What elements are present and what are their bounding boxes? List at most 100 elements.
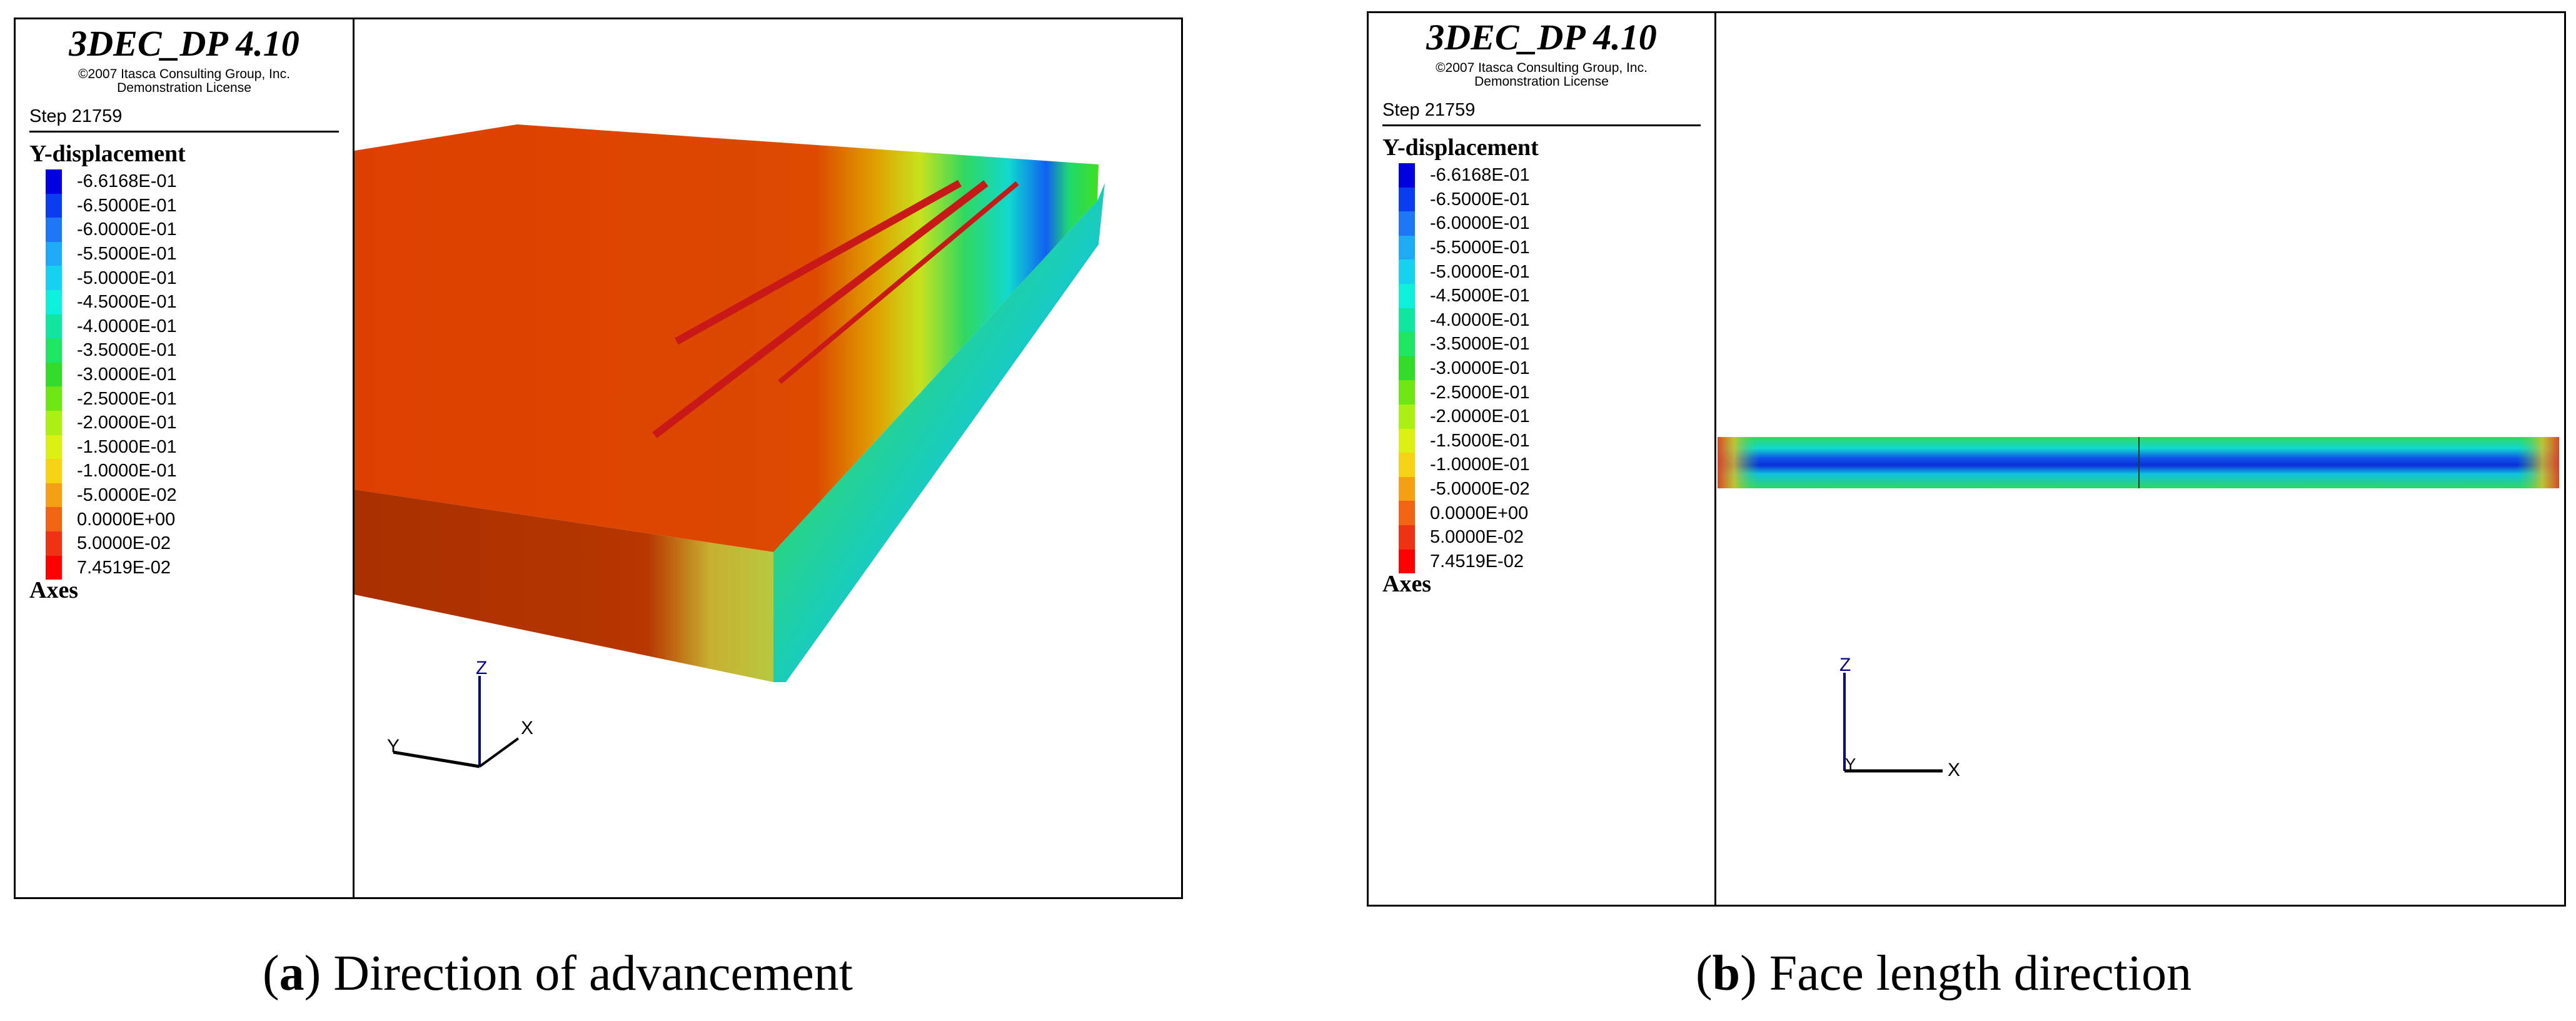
scale-row: -6.0000E-01	[1399, 211, 1530, 236]
scale-swatch	[46, 218, 62, 242]
caption-b: (b) Face length direction	[1696, 944, 2191, 1003]
scale-swatch	[1399, 501, 1415, 525]
scale-row: -2.0000E-01	[1399, 404, 1530, 429]
scale-swatch	[46, 362, 62, 387]
scale-row: -6.5000E-01	[1399, 187, 1530, 212]
scale-label: -4.5000E-01	[77, 292, 177, 313]
scale-row: -5.5000E-01	[46, 241, 177, 266]
color-scale: -6.6168E-01 -6.5000E-01 -6.0000E-01 -5.5000…	[1399, 163, 1530, 574]
scale-row: 0.0000E+00	[1399, 501, 1530, 525]
scale-label: -4.0000E-01	[77, 316, 177, 336]
variable-title: Y-displacement	[1382, 134, 1539, 161]
scale-label: -5.0000E-02	[1430, 479, 1530, 500]
license-text: Demonstration License	[1474, 74, 1609, 89]
scale-label: -6.6168E-01	[1430, 165, 1530, 186]
scale-label: -4.5000E-01	[1430, 286, 1530, 306]
caption-text: ) Direction of advancement	[304, 946, 853, 1001]
scale-label: 5.0000E-02	[77, 533, 171, 554]
scale-label: -6.5000E-01	[77, 195, 177, 216]
y-axis-label: Y	[1845, 755, 1856, 773]
scale-label: -1.0000E-01	[77, 461, 177, 481]
scale-label: -5.5000E-01	[1430, 238, 1530, 258]
scale-row: 7.4519E-02	[46, 555, 177, 580]
scale-row: -1.5000E-01	[46, 435, 177, 460]
seam-line	[778, 181, 1019, 385]
legend-panel: 3DEC_DP 4.10 ©2007 Itasca Consulting Gro…	[16, 19, 355, 897]
app-title: 3DEC_DP 4.10	[1426, 17, 1657, 58]
scale-row: -1.0000E-01	[1399, 453, 1530, 477]
scale-swatch	[1399, 211, 1415, 236]
scale-label: 7.4519E-02	[77, 557, 171, 578]
axes-title: Axes	[1382, 571, 1432, 597]
scale-row: -2.5000E-01	[46, 386, 177, 411]
scale-label: -5.0000E-01	[77, 268, 177, 288]
scale-swatch	[1399, 163, 1415, 188]
slab-front-face	[355, 490, 773, 682]
divider	[29, 131, 339, 133]
scale-swatch	[46, 410, 62, 435]
scale-row: -2.5000E-01	[1399, 380, 1530, 405]
scale-swatch	[1399, 549, 1415, 574]
scale-row: -3.0000E-01	[46, 362, 177, 387]
scale-swatch	[46, 193, 62, 218]
scale-swatch	[46, 266, 62, 290]
slab-top-face	[355, 124, 1099, 552]
scale-swatch	[1399, 453, 1415, 477]
scale-swatch	[1399, 283, 1415, 308]
displacement-render: Z X Y	[1718, 437, 2559, 780]
scale-row: -3.0000E-01	[1399, 356, 1530, 381]
scale-swatch	[46, 338, 62, 363]
z-axis-label: Z	[476, 658, 487, 678]
caption-a: (a) Direction of advancement	[263, 944, 853, 1003]
scale-row: -5.0000E-01	[46, 266, 177, 290]
y-axis-line	[393, 750, 480, 768]
figure-panel-a: 3DEC_DP 4.10 ©2007 Itasca Consulting Gro…	[14, 18, 1183, 899]
scale-swatch	[1399, 259, 1415, 284]
displacement-render: Z X Y	[355, 124, 1105, 768]
scale-swatch	[46, 241, 62, 266]
caption-text: ) Face length direction	[1740, 946, 2192, 1001]
scale-label: -3.5000E-01	[1430, 334, 1530, 355]
scale-label: -3.0000E-01	[1430, 358, 1530, 379]
scale-row: -5.0000E-02	[1399, 476, 1530, 501]
scale-label: -2.0000E-01	[1430, 406, 1530, 427]
scale-label: -4.0000E-01	[1430, 309, 1530, 330]
scale-label: 7.4519E-02	[1430, 551, 1524, 571]
scale-row: -4.0000E-01	[46, 314, 177, 339]
scale-swatch	[46, 169, 62, 194]
scale-label: -5.0000E-02	[77, 485, 177, 506]
scale-row: -5.5000E-01	[1399, 235, 1530, 260]
scale-label: 5.0000E-02	[1430, 527, 1524, 548]
scale-row: -4.0000E-01	[1399, 308, 1530, 333]
scale-swatch	[46, 435, 62, 460]
scale-label: -1.5000E-01	[1430, 430, 1530, 451]
scale-label: -6.0000E-01	[77, 219, 177, 240]
scale-row: -4.5000E-01	[1399, 283, 1530, 308]
scale-swatch	[1399, 525, 1415, 550]
scale-row: -3.5000E-01	[46, 338, 177, 363]
scale-label: -5.0000E-01	[1430, 261, 1530, 282]
copyright-text: ©2007 Itasca Consulting Group, Inc.	[1436, 61, 1648, 75]
scale-row: 5.0000E-02	[46, 531, 177, 556]
scale-label: -1.5000E-01	[77, 436, 177, 457]
x-axis-line	[478, 737, 520, 768]
scale-row: -6.0000E-01	[46, 218, 177, 242]
scale-swatch	[1399, 380, 1415, 405]
scale-row: -3.5000E-01	[1399, 332, 1530, 356]
scale-swatch	[46, 555, 62, 580]
scale-swatch	[1399, 404, 1415, 429]
scale-swatch	[1399, 187, 1415, 212]
step-label: Step 21759	[1382, 100, 1476, 120]
caption-open: (	[263, 946, 279, 1001]
color-scale: -6.6168E-01 -6.5000E-01 -6.0000E-01 -5.5000…	[46, 169, 177, 580]
scale-row: -2.0000E-01	[46, 410, 177, 435]
scale-row: -1.0000E-01	[46, 459, 177, 483]
scale-swatch	[1399, 356, 1415, 381]
scale-label: -2.5000E-01	[77, 388, 177, 409]
divider	[1382, 124, 1701, 126]
scale-label: 0.0000E+00	[1430, 503, 1529, 523]
scale-row: 7.4519E-02	[1399, 549, 1530, 574]
scale-label: -1.0000E-01	[1430, 455, 1530, 475]
scale-label: -2.5000E-01	[1430, 382, 1530, 403]
scale-row: -6.5000E-01	[46, 193, 177, 218]
